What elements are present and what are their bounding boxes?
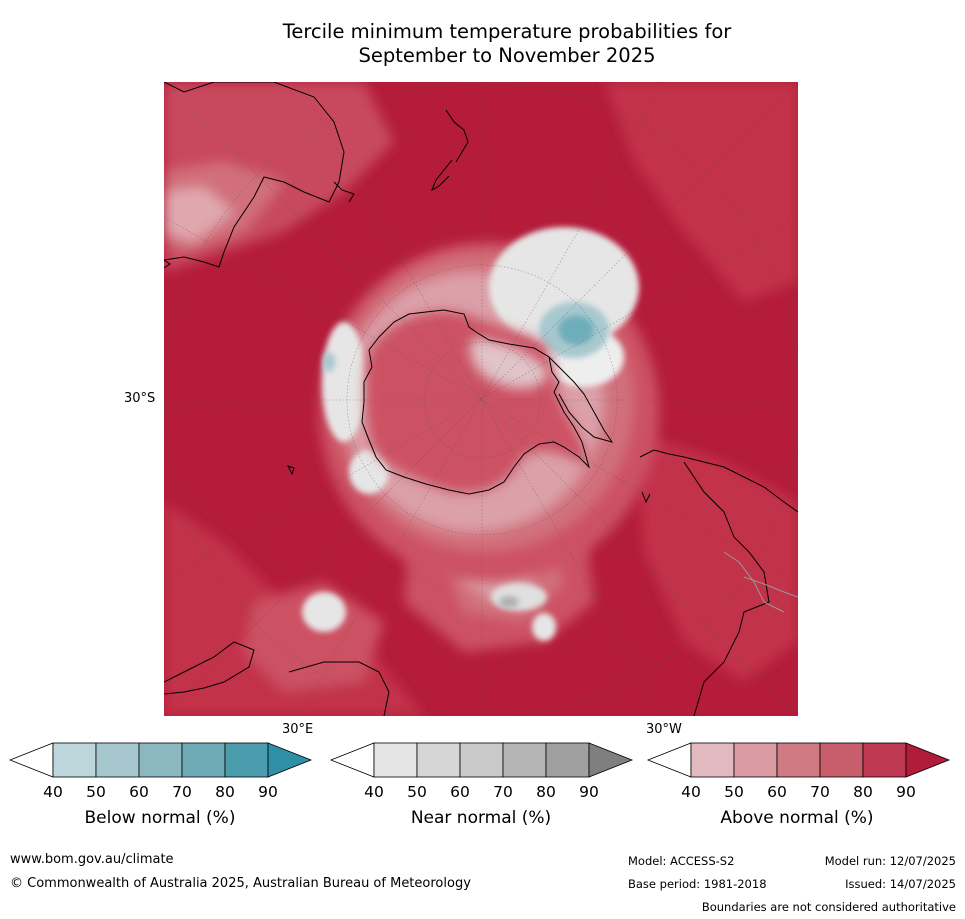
- colorbar-segment: [690, 742, 735, 778]
- colorbar-tick-label: 90: [896, 783, 916, 801]
- colorbar-tick-label: 40: [364, 783, 384, 801]
- colorbar-above-normal: [646, 742, 951, 778]
- colorbar-segment: [181, 742, 226, 778]
- country-borders: [723, 551, 798, 613]
- colorbar-segment: [502, 742, 547, 778]
- footer-base-period: Base period: 1981-2018: [628, 877, 767, 891]
- colorbar-title-above: Above normal (%): [720, 808, 874, 828]
- colorbar-segment: [95, 742, 140, 778]
- colorbar-title-below: Below normal (%): [84, 808, 236, 828]
- colorbar-title-near: Near normal (%): [410, 808, 552, 828]
- colorbar-upper-extend: [905, 742, 951, 778]
- colorbar-svg-near: [329, 742, 634, 778]
- antarctica-coast: [361, 309, 590, 495]
- colorbar-tick-label: 80: [215, 783, 235, 801]
- colorbar-tick-label: 60: [129, 783, 149, 801]
- colorbar-segment: [776, 742, 821, 778]
- colorbar-segment: [545, 742, 590, 778]
- probability-map[interactable]: [164, 82, 798, 716]
- title-line-1: Tercile minimum temperature probabilitie…: [282, 20, 732, 43]
- colorbar-segment: [138, 742, 183, 778]
- colorbar-tick-label: 50: [724, 783, 744, 801]
- colorbar-tick-label: 40: [43, 783, 63, 801]
- footer-copyright: © Commonwealth of Australia 2025, Austra…: [10, 876, 471, 891]
- title-line-2: September to November 2025: [358, 44, 656, 67]
- colorbar-tick-label: 70: [810, 783, 830, 801]
- footer-issued: Issued: 14/07/2025: [845, 877, 956, 891]
- colorbar-upper-extend: [588, 742, 634, 778]
- below-normal-patches: [323, 302, 609, 608]
- colorbar-segment: [52, 742, 97, 778]
- colorbar-tick-label: 40: [681, 783, 701, 801]
- colorbar-segment: [819, 742, 864, 778]
- colorbar-segment: [416, 742, 461, 778]
- colorbar-segment: [373, 742, 418, 778]
- coastlines: [164, 82, 798, 716]
- footer-disclaimer: Boundaries are not considered authoritat…: [701, 900, 956, 914]
- colorbar-tick-label: 90: [258, 783, 278, 801]
- colorbar-tick-label: 70: [172, 783, 192, 801]
- footer-website: www.bom.gov.au/climate: [10, 852, 174, 867]
- colorbar-segment: [459, 742, 504, 778]
- colorbar-segment: [733, 742, 778, 778]
- colorbar-tick-label: 50: [407, 783, 427, 801]
- colorbar-svg-above: [646, 742, 951, 778]
- colorbar-tick-label: 50: [86, 783, 106, 801]
- new-zealand-coast: [431, 109, 469, 192]
- africa-coast: [164, 641, 255, 695]
- colorbar-segment: [224, 742, 269, 778]
- colorbar-lower-extend: [8, 742, 54, 778]
- chart-title: Tercile minimum temperature probabilitie…: [165, 20, 849, 68]
- colorbar-lower-extend: [646, 742, 692, 778]
- graticule: [164, 82, 798, 716]
- australia-coast: [164, 82, 345, 268]
- colorbar-upper-extend: [267, 742, 313, 778]
- colorbar-tick-label: 60: [450, 783, 470, 801]
- colorbar-lower-extend: [329, 742, 375, 778]
- latitude-label: 30°S: [124, 391, 156, 406]
- antarctic-peninsula-coast: [548, 356, 614, 443]
- footer-model: Model: ACCESS-S2: [628, 854, 735, 868]
- colorbar-segment: [862, 742, 907, 778]
- colorbar-near-normal: [329, 742, 634, 778]
- colorbar-tick-label: 90: [579, 783, 599, 801]
- footer-model-run: Model run: 12/07/2025: [824, 854, 956, 868]
- colorbar-tick-label: 80: [853, 783, 873, 801]
- colorbar-below-normal: [8, 742, 313, 778]
- colorbar-svg-below: [8, 742, 313, 778]
- madagascar-coast: [288, 661, 390, 716]
- colorbar-tick-label: 60: [767, 783, 787, 801]
- colorbar-tick-label: 80: [536, 783, 556, 801]
- colorbar-tick-label: 70: [493, 783, 513, 801]
- south-america-coast: [639, 449, 798, 716]
- longitude-label-west: 30°W: [646, 722, 682, 737]
- longitude-label-east: 30°E: [282, 722, 314, 737]
- map-svg: [164, 82, 798, 716]
